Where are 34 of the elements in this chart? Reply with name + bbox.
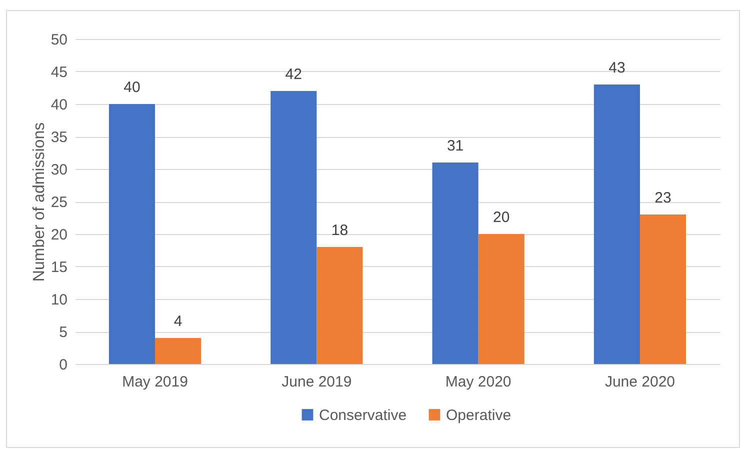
- legend-label: Conservative: [319, 406, 407, 424]
- y-axis-title: Number of admissions: [30, 122, 48, 282]
- legend-label: Operative: [446, 406, 512, 424]
- y-tick-label: 45: [50, 64, 68, 81]
- x-tick-label: May 2019: [122, 374, 188, 390]
- y-tick-label: 30: [50, 162, 68, 178]
- x-tick-label: June 2019: [282, 374, 352, 390]
- bar: [640, 214, 686, 364]
- y-tick-label: 0: [59, 356, 68, 374]
- data-label: 18: [331, 222, 348, 239]
- data-label: 4: [174, 313, 182, 330]
- y-tick-label: 40: [50, 96, 68, 114]
- bar: [478, 234, 524, 364]
- y-tick-label: 25: [50, 194, 68, 211]
- bar: [270, 91, 317, 364]
- y-tick-label: 20: [50, 226, 68, 244]
- data-label: 23: [654, 190, 672, 206]
- y-tick-label: 50: [50, 32, 68, 48]
- x-tick-label: May 2020: [445, 374, 512, 390]
- y-tick-label: 10: [50, 292, 68, 308]
- bar: [432, 162, 478, 364]
- x-tick-label: June 2020: [604, 374, 676, 390]
- data-label: 42: [285, 66, 302, 83]
- bar: [316, 247, 363, 364]
- data-label: 43: [608, 60, 626, 76]
- bar: [594, 84, 640, 364]
- data-label: 31: [446, 138, 464, 154]
- y-tick-label: 35: [50, 129, 68, 146]
- bar: [108, 104, 156, 364]
- y-tick-label: 5: [59, 324, 68, 341]
- bar: [155, 338, 202, 364]
- y-tick-label: 15: [50, 259, 68, 276]
- data-label: 40: [124, 79, 140, 96]
- data-label: 20: [493, 209, 510, 226]
